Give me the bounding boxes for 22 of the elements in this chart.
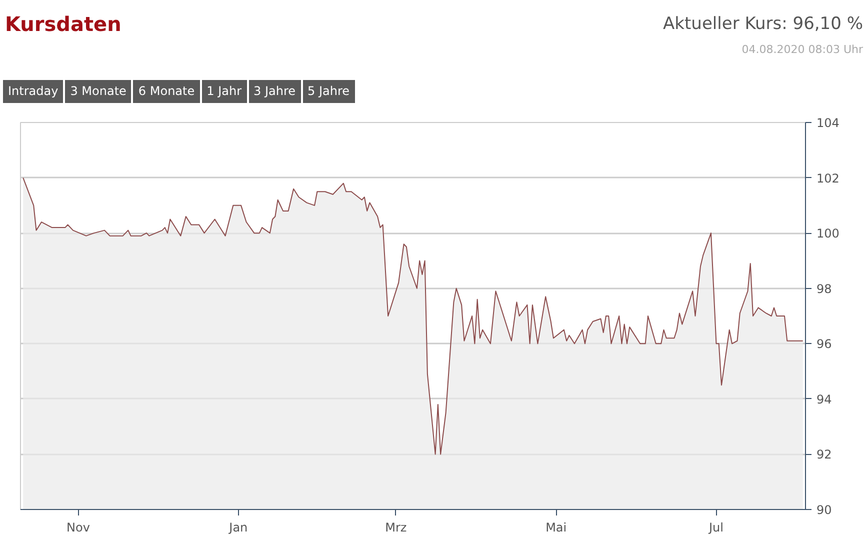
y-tick-label: 92 [816, 448, 832, 462]
text: 6 Monate [133, 80, 200, 104]
x-tick-label: Nov [66, 520, 90, 534]
chart-title: Kursdaten [5, 11, 122, 38]
x-tick-label: Jul [708, 520, 724, 534]
x-tick-label: Mrz [385, 520, 407, 534]
y-tick-label: 102 [816, 171, 840, 186]
text: 3 Monate [65, 80, 132, 104]
x-tick-label: Mai [546, 520, 567, 534]
y-tick-label: 100 [816, 226, 840, 241]
y-tick-label: 98 [816, 282, 832, 296]
text: 1 Jahr [202, 80, 247, 104]
y-tick-label: 96 [816, 337, 832, 352]
text: 5 Jahre [302, 80, 355, 104]
text: Intraday [3, 80, 64, 104]
y-tick-label: 90 [816, 503, 832, 517]
x-tick-label: Jan [228, 520, 248, 534]
y-tick-label: 94 [816, 392, 832, 406]
y-tick-label: 104 [816, 116, 840, 130]
text: 3 Jahre [248, 80, 301, 104]
text: 04.08.2020 08:03 Uhr [742, 42, 863, 58]
chart-subtitle: Aktueller Kurs: 96,10 % [663, 13, 863, 36]
